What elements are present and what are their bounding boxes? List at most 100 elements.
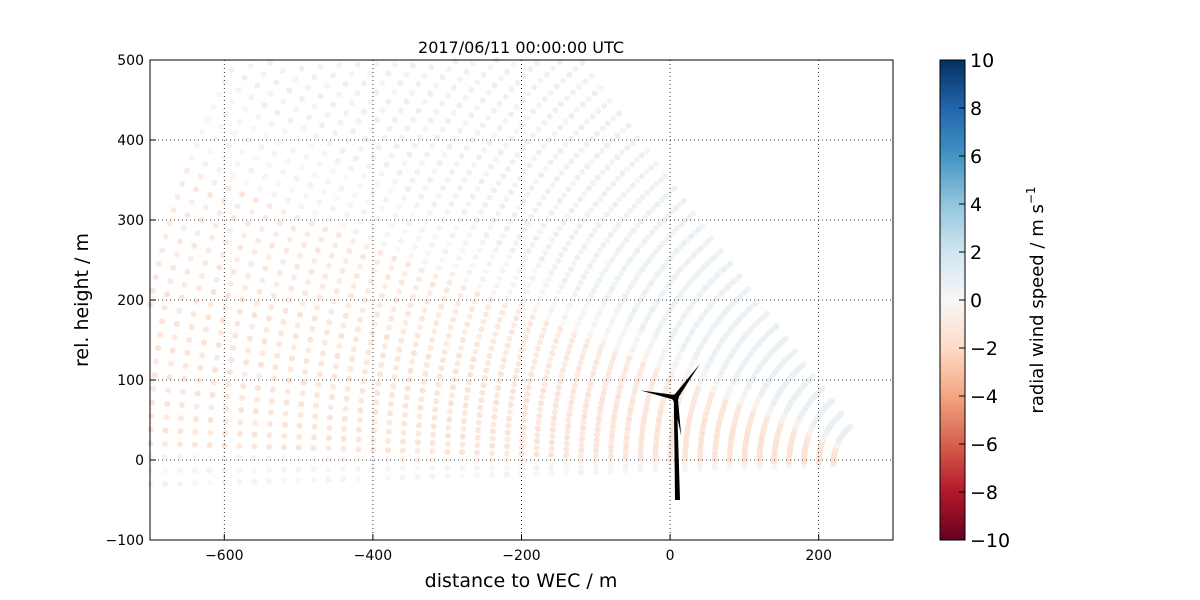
data-point	[376, 371, 383, 378]
data-point	[429, 143, 436, 150]
data-point	[407, 367, 414, 374]
data-point	[420, 379, 427, 386]
data-point	[557, 147, 564, 154]
x-tick-label: −400	[354, 548, 392, 564]
data-point	[637, 242, 644, 249]
data-point	[573, 107, 580, 114]
data-point	[616, 110, 623, 117]
data-point	[280, 455, 287, 462]
data-point	[492, 331, 499, 338]
data-point	[429, 336, 436, 343]
data-point	[308, 220, 315, 227]
data-point	[585, 96, 592, 103]
data-point	[529, 364, 536, 371]
data-point	[273, 281, 280, 288]
data-point	[246, 335, 253, 342]
data-point	[622, 458, 629, 465]
data-point	[588, 72, 595, 79]
data-point	[574, 174, 581, 181]
data-point	[325, 476, 332, 483]
data-point	[510, 281, 517, 288]
data-point	[438, 303, 445, 310]
data-point	[555, 384, 562, 391]
data-point	[270, 292, 277, 299]
data-point	[466, 379, 473, 386]
data-point	[288, 285, 295, 292]
data-point	[633, 156, 640, 163]
data-point	[367, 70, 374, 77]
data-point	[322, 273, 329, 280]
data-point	[624, 166, 631, 173]
data-point	[267, 409, 274, 416]
data-point	[236, 454, 243, 461]
data-point	[502, 93, 509, 100]
data-point	[580, 348, 587, 355]
data-point	[579, 60, 586, 67]
data-point	[568, 399, 575, 406]
data-point	[583, 268, 590, 275]
data-point	[673, 247, 680, 254]
data-point	[616, 303, 623, 310]
data-point	[359, 307, 366, 314]
data-point	[556, 225, 563, 232]
data-point	[541, 142, 548, 149]
data-point	[587, 293, 594, 300]
data-point	[330, 205, 337, 212]
data-point	[533, 178, 540, 185]
data-point	[161, 467, 168, 474]
data-point	[173, 321, 180, 328]
data-point	[578, 452, 585, 459]
data-point	[671, 185, 678, 192]
data-point	[373, 89, 380, 96]
data-point	[588, 232, 595, 239]
data-point	[297, 412, 304, 419]
data-point	[523, 288, 530, 295]
data-point	[514, 79, 521, 86]
data-point	[370, 437, 377, 444]
data-point	[524, 391, 531, 398]
colorbar-tick-label: 4	[970, 194, 982, 216]
data-point	[624, 360, 631, 367]
data-point	[429, 448, 436, 455]
data-point	[507, 401, 514, 408]
data-point	[408, 252, 415, 259]
data-point	[578, 435, 585, 442]
data-point	[593, 447, 600, 454]
data-point	[266, 202, 273, 209]
data-point	[243, 359, 250, 366]
data-point	[163, 414, 170, 421]
data-point	[503, 196, 510, 203]
data-point	[418, 193, 425, 200]
data-point	[439, 256, 446, 263]
data-point	[383, 161, 390, 168]
data-point	[278, 330, 285, 337]
data-point	[221, 430, 228, 437]
data-point	[342, 312, 349, 319]
data-point	[164, 291, 171, 298]
data-point	[593, 316, 600, 323]
data-point	[298, 65, 305, 72]
data-point	[468, 86, 475, 93]
data-point	[606, 97, 613, 104]
data-point	[362, 368, 369, 375]
data-point	[391, 61, 398, 68]
data-point	[509, 159, 516, 166]
data-point	[336, 342, 343, 349]
data-point	[324, 111, 331, 118]
data-point	[206, 454, 213, 461]
data-point	[471, 298, 478, 305]
data-point	[442, 248, 449, 255]
data-point	[599, 271, 606, 278]
data-point	[319, 283, 326, 290]
data-point	[251, 249, 258, 256]
data-point	[346, 248, 353, 255]
data-point	[624, 261, 631, 268]
data-point	[664, 213, 671, 220]
data-point	[199, 352, 206, 359]
data-point	[575, 320, 582, 327]
data-point	[266, 162, 273, 169]
data-point	[520, 417, 527, 424]
data-point	[403, 71, 410, 78]
data-point	[213, 354, 220, 361]
data-point	[384, 456, 391, 463]
